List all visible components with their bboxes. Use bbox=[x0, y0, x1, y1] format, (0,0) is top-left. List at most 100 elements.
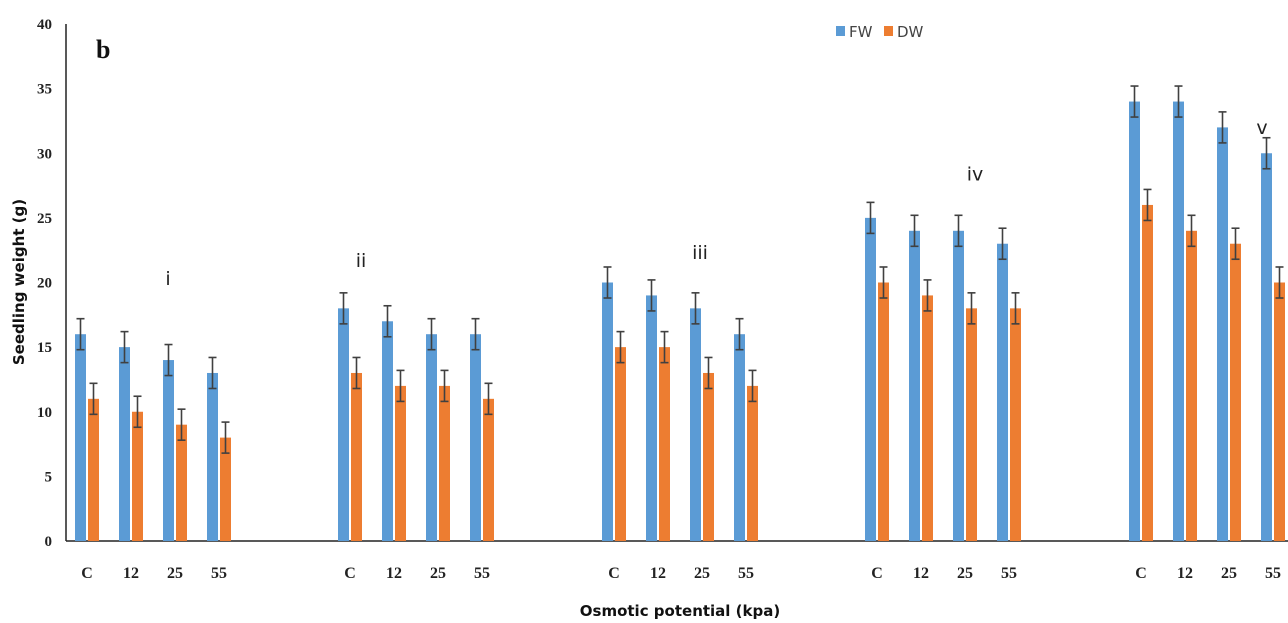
error-bar bbox=[1143, 188, 1152, 222]
axes bbox=[65, 24, 1288, 542]
x-tick-label: 12 bbox=[386, 565, 402, 582]
bar-fw bbox=[1217, 127, 1228, 542]
x-tick-label: 55 bbox=[474, 565, 490, 582]
error-bar bbox=[396, 369, 405, 403]
bars bbox=[75, 101, 1285, 542]
bar-dw bbox=[878, 282, 889, 541]
y-tick-label: 5 bbox=[45, 469, 53, 485]
error-bar bbox=[954, 214, 963, 248]
y-tick-label: 35 bbox=[37, 82, 52, 98]
bar-fw bbox=[646, 295, 657, 541]
bar-fw bbox=[997, 243, 1008, 541]
error-bar bbox=[1262, 136, 1271, 170]
bar-dw bbox=[1186, 230, 1197, 542]
x-tick-label: C bbox=[1135, 565, 1147, 582]
error-bar bbox=[879, 266, 888, 299]
y-tick-label: 0 bbox=[45, 534, 53, 550]
x-tick-label: 12 bbox=[1177, 565, 1193, 582]
bar-fw bbox=[690, 308, 701, 541]
bar-fw bbox=[75, 334, 86, 541]
x-tick-label: 25 bbox=[694, 565, 710, 582]
error-bar bbox=[603, 266, 612, 299]
error-bar bbox=[691, 292, 700, 325]
y-tick-label: 40 bbox=[37, 17, 52, 33]
error-bar bbox=[1187, 214, 1196, 248]
bar-fw bbox=[119, 347, 130, 541]
bar-dw bbox=[351, 372, 362, 541]
error-bar bbox=[1231, 227, 1240, 261]
bar-fw bbox=[338, 308, 349, 541]
bar-fw bbox=[909, 230, 920, 542]
error-bar bbox=[1174, 85, 1183, 118]
bar-dw bbox=[176, 424, 187, 541]
bar-fw bbox=[602, 282, 613, 541]
error-bar bbox=[471, 317, 480, 351]
bar-fw bbox=[953, 230, 964, 542]
bar-dw bbox=[483, 398, 494, 541]
bar-dw bbox=[1142, 204, 1153, 541]
bar-dw bbox=[703, 372, 714, 541]
bar-fw bbox=[426, 334, 437, 541]
error-bar bbox=[998, 227, 1007, 261]
x-tick-label: 55 bbox=[1001, 565, 1017, 582]
error-bar bbox=[427, 317, 436, 351]
group-label: iii bbox=[692, 242, 708, 264]
legend: FW DW bbox=[836, 23, 924, 41]
x-tick-label: C bbox=[81, 565, 93, 582]
y-tick-label: 25 bbox=[37, 211, 52, 227]
bar-fw bbox=[1261, 153, 1272, 541]
legend-label-dw: DW bbox=[897, 23, 924, 41]
error-bar bbox=[120, 330, 129, 364]
error-bar bbox=[967, 292, 976, 325]
error-bar bbox=[616, 330, 625, 364]
bar-dw bbox=[220, 437, 231, 541]
bar-dw bbox=[88, 398, 99, 541]
error-bar bbox=[1011, 292, 1020, 325]
error-bar bbox=[484, 382, 493, 416]
error-bar bbox=[748, 369, 757, 403]
bar-fw bbox=[734, 334, 745, 541]
error-bar bbox=[1218, 111, 1227, 144]
error-bar bbox=[208, 356, 217, 390]
x-tick-label: 12 bbox=[123, 565, 139, 582]
error-bar bbox=[89, 382, 98, 416]
error-bar bbox=[133, 395, 142, 429]
error-bar bbox=[923, 279, 932, 312]
x-tick-label: 12 bbox=[913, 565, 929, 582]
x-tick-label: 55 bbox=[1265, 565, 1281, 582]
x-tick-label: 55 bbox=[211, 565, 227, 582]
bar-fw bbox=[470, 334, 481, 541]
error-bar bbox=[704, 356, 713, 390]
x-tick-label: 25 bbox=[957, 565, 973, 582]
error-bar bbox=[383, 304, 392, 338]
error-bar bbox=[910, 214, 919, 248]
error-bar bbox=[164, 343, 173, 377]
x-tick-label: 12 bbox=[650, 565, 666, 582]
panel-label: b bbox=[96, 35, 110, 64]
y-tick-label: 30 bbox=[37, 146, 52, 162]
bar-dw bbox=[1230, 243, 1241, 541]
error-bar bbox=[1275, 266, 1284, 299]
error-bars bbox=[76, 85, 1284, 454]
x-tick-label: 25 bbox=[430, 565, 446, 582]
bar-dw bbox=[1010, 308, 1021, 541]
group-label: i bbox=[165, 268, 170, 290]
bar-dw bbox=[966, 308, 977, 541]
error-bar bbox=[660, 330, 669, 364]
bar-fw bbox=[1173, 101, 1184, 542]
bar-dw bbox=[395, 385, 406, 541]
y-tick-label: 20 bbox=[37, 276, 52, 292]
bar-fw bbox=[207, 372, 218, 541]
x-tick-label: 25 bbox=[1221, 565, 1237, 582]
legend-label-fw: FW bbox=[849, 23, 873, 41]
group-label: iv bbox=[967, 163, 984, 185]
error-bar bbox=[440, 369, 449, 403]
bar-dw bbox=[747, 385, 758, 541]
bar-dw bbox=[132, 411, 143, 541]
error-bar bbox=[866, 201, 875, 235]
x-axis-title: Osmotic potential (kpa) bbox=[580, 602, 780, 620]
bar-dw bbox=[615, 347, 626, 541]
error-bar bbox=[177, 408, 186, 441]
x-tick-label: C bbox=[871, 565, 883, 582]
